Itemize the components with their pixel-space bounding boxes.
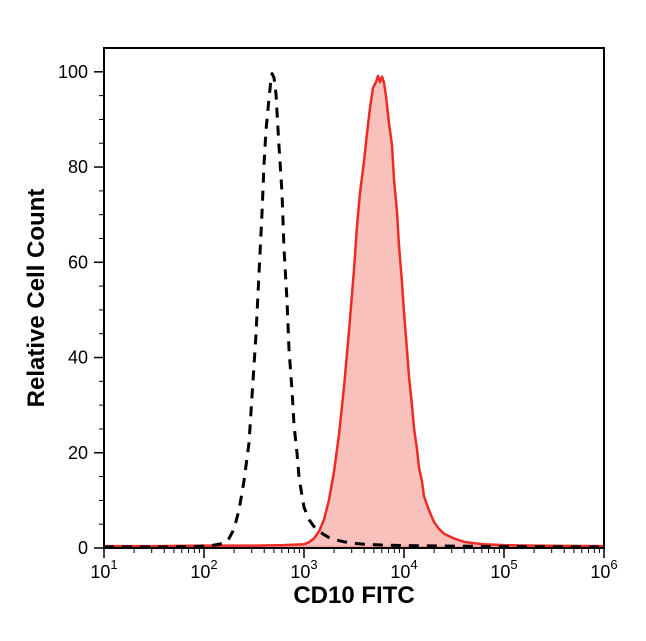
x-tick-label: 104 [390,557,417,582]
y-tick-label: 0 [78,538,88,558]
x-tick-label: 103 [290,557,317,582]
series-stained-fill [104,76,604,548]
x-tick-label: 102 [190,557,217,582]
chart-svg: 101 102 103 104 105 106 0 20 40 60 80 100 CD10 FITC R… [0,0,646,641]
x-tick-label: 105 [490,557,517,582]
flow-histogram-chart: 101 102 103 104 105 106 0 20 40 60 80 100 CD10 FITC R… [0,0,646,641]
y-tick-label: 60 [68,252,88,272]
x-axis-title: CD10 FITC [293,582,414,609]
y-axis-title: Relative Cell Count [23,189,50,408]
y-tick-label: 100 [58,62,88,82]
y-tick-label: 40 [68,348,88,368]
y-tick-label: 20 [68,443,88,463]
y-tick-label: 80 [68,157,88,177]
x-tick-label: 106 [590,557,617,582]
x-tick-label: 101 [90,557,117,582]
